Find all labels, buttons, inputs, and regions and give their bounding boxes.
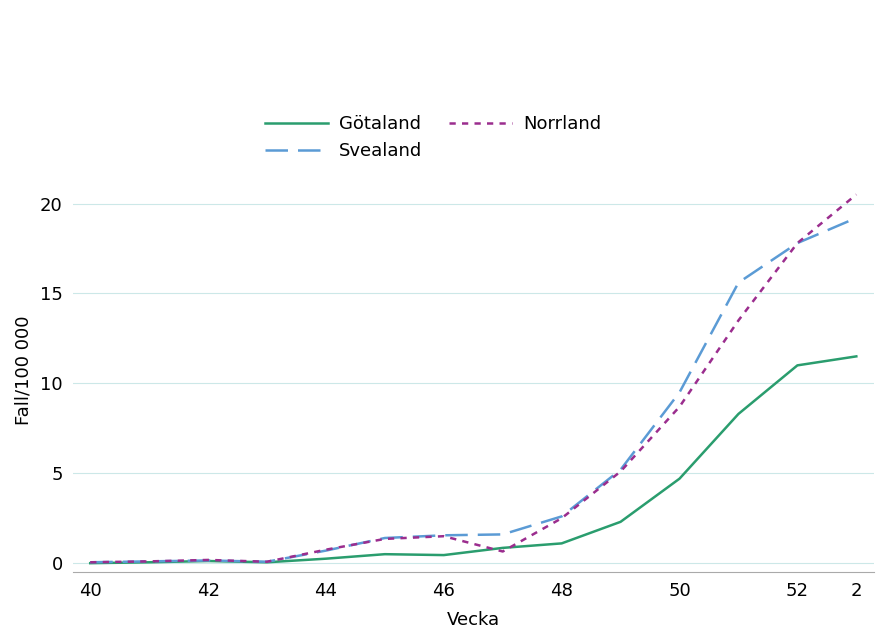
X-axis label: Vecka: Vecka [446,611,500,629]
Norrland [261,558,272,565]
Götaland [557,540,567,547]
Norrland [615,468,626,475]
Svealand [438,531,449,539]
Svealand [380,534,390,542]
Svealand [144,558,155,565]
Norrland [733,317,744,325]
Götaland [733,410,744,418]
Svealand [792,239,803,247]
Götaland [261,558,272,566]
Götaland [438,551,449,559]
Norrland [851,191,861,198]
Götaland [380,551,390,558]
Götaland [321,555,332,563]
Svealand [851,214,861,222]
Svealand [261,558,272,565]
Götaland [203,557,213,565]
Götaland [792,361,803,369]
Svealand [557,513,567,520]
Norrland [557,515,567,522]
Norrland [792,239,803,247]
Götaland [674,475,685,482]
Norrland [498,547,509,555]
Götaland [498,544,509,552]
Line: Norrland: Norrland [90,194,856,562]
Line: Svealand: Svealand [90,218,856,562]
Svealand [674,388,685,396]
Norrland [84,558,95,566]
Svealand [203,556,213,564]
Götaland [84,559,95,567]
Norrland [203,556,213,564]
Götaland [144,558,155,566]
Norrland [438,533,449,540]
Y-axis label: Fall/100 000: Fall/100 000 [15,315,33,424]
Norrland [674,403,685,411]
Norrland [144,558,155,565]
Svealand [733,279,744,287]
Götaland [615,518,626,526]
Götaland [851,352,861,360]
Svealand [498,531,509,538]
Svealand [615,466,626,473]
Svealand [84,558,95,566]
Legend: Götaland, Svealand, Norrland: Götaland, Svealand, Norrland [258,108,609,167]
Norrland [380,535,390,543]
Svealand [321,547,332,554]
Norrland [321,546,332,554]
Line: Götaland: Götaland [90,356,856,563]
